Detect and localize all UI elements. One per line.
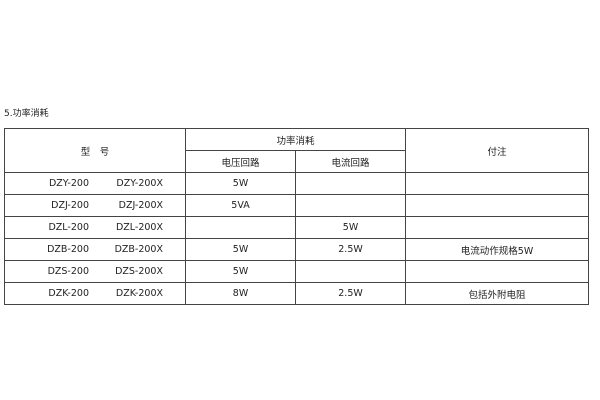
model-a: DZJ-200: [51, 200, 89, 211]
model-b: DZS-200X: [115, 266, 163, 277]
note-cell: 包括外附电阻: [405, 282, 590, 305]
current-cell: [294, 194, 407, 217]
header-note: 付注: [405, 128, 590, 173]
model-cell: DZK-200 DZK-200X: [4, 282, 186, 305]
voltage-cell: [185, 216, 296, 239]
model-a: DZB-200: [47, 244, 89, 255]
subheader-row: 电压回路 电流回路: [5, 150, 589, 173]
table-row: DZS-200 DZS-200X 5W: [4, 260, 590, 283]
model-cell: DZB-200 DZB-200X: [4, 238, 186, 261]
model-b: DZJ-200X: [118, 200, 163, 211]
voltage-cell: 5W: [185, 172, 296, 195]
note-cell: 电流动作规格5W: [405, 238, 590, 261]
model-a: DZK-200: [48, 288, 89, 299]
note-cell: [405, 260, 590, 283]
current-cell: [294, 172, 407, 195]
note-cell: [405, 194, 590, 217]
note-cell: [405, 216, 590, 239]
header-model: 型 号: [4, 128, 186, 173]
voltage-cell: 5W: [185, 260, 296, 283]
power-consumption-table: 型 号 功率消耗 付注 电压回路 电流回路 DZY-200 DZY-200X 5W…: [4, 128, 590, 305]
table-row: DZL-200 DZL-200X 5W: [4, 216, 590, 239]
current-cell: 2.5W: [294, 282, 407, 305]
model-a: DZS-200: [47, 266, 89, 277]
model-a: DZY-200: [48, 178, 89, 189]
model-cell: DZS-200 DZS-200X: [4, 260, 186, 283]
model-b: DZL-200X: [115, 222, 163, 233]
model-b: DZK-200X: [115, 288, 163, 299]
voltage-cell: 5VA: [185, 194, 296, 217]
header-row: 型 号 功率消耗 付注: [4, 128, 590, 173]
section-title: 5.功率消耗: [4, 109, 49, 119]
model-cell: DZJ-200 DZJ-200X: [4, 194, 186, 217]
model-cell: DZY-200 DZY-200X: [4, 172, 186, 195]
current-cell: 2.5W: [294, 238, 407, 261]
model-b: DZB-200X: [114, 244, 163, 255]
table-row: DZK-200 DZK-200X 8W 2.5W 包括外附电阻: [4, 282, 590, 305]
table-row: DZY-200 DZY-200X 5W: [4, 172, 590, 195]
current-cell: [294, 260, 407, 283]
header-power: 功率消耗: [184, 128, 407, 151]
model-a: DZL-200: [48, 222, 89, 233]
model-b: DZY-200X: [116, 178, 163, 189]
header-current: 电流回路: [294, 150, 407, 173]
table-row: DZJ-200 DZJ-200X 5VA: [4, 194, 590, 217]
model-cell: DZL-200 DZL-200X: [4, 216, 186, 239]
table-row: DZB-200 DZB-200X 5W 2.5W 电流动作规格5W: [4, 238, 590, 261]
voltage-cell: 8W: [185, 282, 296, 305]
note-cell: [405, 172, 590, 195]
voltage-cell: 5W: [185, 238, 296, 261]
header-voltage: 电压回路: [185, 150, 296, 173]
current-cell: 5W: [294, 216, 407, 239]
